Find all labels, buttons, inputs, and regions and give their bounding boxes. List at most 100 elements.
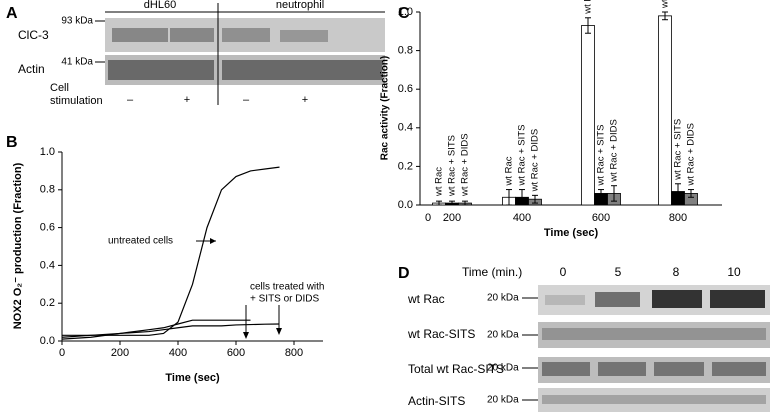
x-tick-label: 800 — [285, 347, 303, 359]
band — [170, 28, 214, 42]
time-value: 5 — [615, 265, 622, 279]
series-label: wt Rac + SITS — [447, 135, 458, 197]
stimulation-sign: – — [243, 94, 250, 106]
arrow-head — [210, 238, 216, 244]
row-label: Actin — [18, 62, 45, 76]
x-tick-label: 200 — [443, 212, 461, 224]
stimulation-sign: + — [302, 94, 308, 106]
error-bar — [675, 183, 681, 200]
panel-label: D — [398, 265, 410, 282]
series-label: wt Rac + SITS — [673, 119, 684, 181]
error-bar — [519, 189, 525, 206]
annotation: + SITS or DIDS — [250, 294, 320, 305]
band — [108, 60, 214, 80]
y-axis-title: Rac activity (Fraction) — [380, 56, 391, 160]
size-label: 20 kDa — [487, 363, 519, 374]
size-label: 93 kDa — [61, 16, 93, 27]
line-series — [62, 166, 280, 336]
band — [712, 362, 766, 376]
y-tick-label: 0.8 — [40, 184, 55, 196]
series-label: wt Rac + SITS — [596, 125, 607, 187]
size-label: 20 kDa — [487, 395, 519, 406]
row-label: wt Rac — [407, 292, 445, 306]
x-tick-label: 600 — [592, 212, 610, 224]
y-tick-label: 0.4 — [398, 122, 413, 134]
series-label: wt Rac — [504, 156, 515, 186]
error-bar — [532, 194, 538, 204]
y-tick-label: 0.2 — [40, 297, 55, 309]
line-series — [61, 323, 280, 338]
panel-label: A — [6, 5, 18, 22]
band — [598, 362, 646, 376]
band — [222, 28, 270, 42]
error-bar — [598, 189, 604, 198]
column-header: dHL60 — [144, 0, 176, 11]
y-axis-title: NOX2 O₂⁻ production (Fraction) — [12, 162, 24, 329]
arrows — [196, 238, 282, 339]
x-tick-label: 600 — [227, 347, 245, 359]
band — [595, 292, 640, 307]
y-tick-label: 0.2 — [398, 160, 413, 172]
arrow-head — [243, 332, 249, 339]
x-tick-label: 400 — [513, 212, 531, 224]
error-bar — [436, 200, 442, 206]
band — [280, 30, 328, 42]
band — [222, 60, 382, 80]
series-label: wt Rac — [660, 0, 671, 9]
stimulation-sign: – — [127, 94, 134, 106]
size-label: 20 kDa — [487, 330, 519, 341]
row-label: wt Rac-SITS — [407, 327, 475, 341]
error-bar — [688, 189, 694, 198]
error-bar — [585, 17, 591, 34]
series-label: wt Rac + DIDS — [530, 129, 541, 193]
annotation: cells treated with — [250, 282, 324, 293]
row-label: ClC-3 — [18, 28, 49, 42]
size-label: 20 kDa — [487, 293, 519, 304]
bar — [658, 15, 672, 206]
band — [654, 362, 704, 376]
size-label: 41 kDa — [61, 57, 93, 68]
bar — [581, 25, 595, 206]
series-label: wt Rac + DIDS — [609, 119, 620, 183]
band — [710, 290, 765, 308]
series-label: wt Rac — [583, 0, 594, 15]
line-series — [61, 319, 251, 340]
error-bar — [462, 200, 468, 206]
annotation: untreated cells — [108, 236, 173, 247]
series-label: wt Rac — [434, 167, 445, 197]
stimulation-label: stimulation — [50, 95, 103, 107]
y-tick-label: 0.8 — [398, 45, 413, 57]
band — [112, 28, 168, 42]
time-value: 0 — [560, 265, 567, 279]
row-label: Actin-SITS — [408, 394, 465, 408]
row-label: Total wt Rac-SITS — [408, 362, 504, 376]
y-tick-label: 1.0 — [398, 6, 413, 18]
column-header: neutrophil — [276, 0, 324, 11]
x-axis-title: Time (sec) — [165, 372, 220, 384]
panel-label: B — [6, 134, 18, 151]
series-label: wt Rac + DIDS — [686, 123, 697, 187]
x-tick-label: 0 — [425, 212, 431, 224]
band — [542, 395, 766, 404]
time-value: 10 — [727, 265, 741, 279]
y-tick-label: 0.4 — [40, 259, 55, 271]
error-bar — [449, 200, 455, 206]
y-tick-label: 0.0 — [40, 335, 55, 347]
band — [652, 290, 702, 308]
series-label: wt Rac + SITS — [517, 125, 528, 187]
x-axis-title: Time (sec) — [544, 227, 599, 239]
y-tick-label: 1.0 — [40, 146, 55, 158]
y-tick-label: 0.6 — [40, 222, 55, 234]
error-bar — [662, 11, 668, 21]
y-tick-label: 0.0 — [398, 199, 413, 211]
time-value: 8 — [673, 265, 680, 279]
band — [545, 295, 585, 305]
stimulation-label: Cell — [50, 82, 69, 94]
panel-label: C — [398, 5, 410, 22]
error-bar — [611, 185, 617, 202]
stimulation-sign: + — [184, 94, 190, 106]
x-tick-label: 0 — [59, 347, 65, 359]
blot-d — [538, 285, 770, 412]
series-label: wt Rac + DIDS — [460, 133, 471, 197]
